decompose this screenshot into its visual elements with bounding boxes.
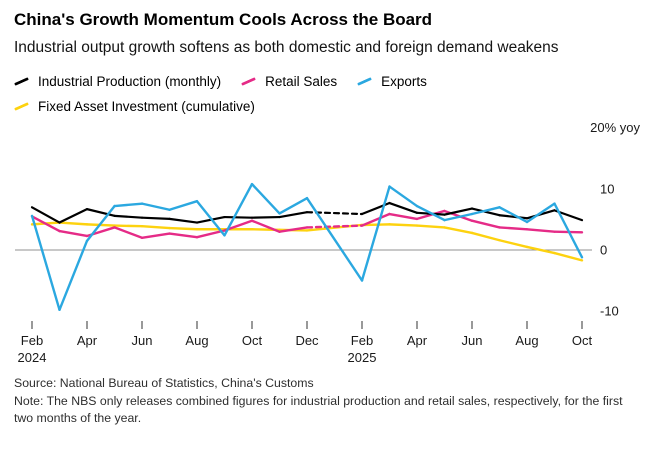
series-line-3	[168, 226, 199, 231]
series-line-1	[30, 215, 61, 233]
series-line-2	[195, 199, 226, 237]
legend-label: Fixed Asset Investment (cumulative)	[38, 98, 255, 114]
series-line-2	[58, 239, 89, 311]
series-line-1	[195, 229, 226, 239]
series-line-3	[388, 223, 419, 227]
series-line-1	[278, 226, 309, 233]
series-line-2	[113, 202, 144, 208]
series-line-1	[388, 212, 419, 221]
y-tick-label: -10	[600, 303, 619, 318]
series-line-0	[58, 207, 89, 224]
series-line-1	[140, 232, 171, 239]
source-text: Source: National Bureau of Statistics, C…	[14, 375, 314, 390]
legend-label: Industrial Production (monthly)	[38, 73, 222, 89]
x-tick-label: Feb	[21, 333, 43, 348]
series-line-3	[553, 251, 584, 262]
y-axis-unit-label: 20% yoy	[590, 120, 640, 135]
series-line-3	[58, 221, 89, 226]
x-tick-label: Apr	[77, 333, 98, 348]
series-line-2	[443, 212, 474, 222]
series-line-0	[113, 214, 144, 219]
chart-subtitle: Industrial output growth softens as both…	[14, 39, 559, 56]
series-line-3	[113, 224, 144, 228]
y-tick-label: 0	[600, 242, 607, 257]
series-line-0	[140, 216, 171, 220]
series-line-1	[305, 224, 364, 229]
series-line-1	[360, 212, 391, 227]
series-line-0	[498, 214, 529, 220]
series-line-0	[30, 206, 61, 224]
series-line-2	[30, 214, 61, 311]
x-tick-year-label: 2025	[348, 350, 377, 365]
series-line-0	[85, 207, 116, 217]
series-line-3	[140, 224, 171, 230]
series-line-1	[415, 209, 446, 221]
series-line-1	[470, 219, 501, 229]
series-line-1	[525, 227, 556, 233]
series-line-2	[415, 204, 446, 222]
series-line-3	[415, 224, 446, 229]
series-line-2	[223, 182, 254, 237]
legend-item-industrial-production: Industrial Production (monthly)	[14, 74, 221, 89]
series-line-0	[250, 215, 281, 219]
legend-item-exports: Exports	[357, 74, 427, 89]
series-line-2	[360, 185, 391, 282]
x-tick-label: Oct	[572, 333, 593, 348]
series-line-0	[388, 201, 419, 214]
legend-label: Exports	[381, 73, 427, 89]
series-line-1	[498, 226, 529, 231]
legend-label: Retail Sales	[265, 73, 338, 89]
chart-title: China's Growth Momentum Cools Across the…	[14, 10, 433, 29]
line-chart: 20% yoy 10 0 -10 Feb 2024 Apr Jun Aug Oct Dec Feb 20…	[14, 116, 641, 373]
series-line-1	[168, 232, 199, 239]
y-tick-label: 10	[600, 181, 614, 196]
x-tick-label: Aug	[185, 333, 208, 348]
series-line-0	[223, 215, 254, 219]
x-tick-label: Apr	[407, 333, 428, 348]
x-tick-label: Dec	[295, 333, 319, 348]
line-swatch-icon	[357, 77, 373, 86]
series-line-3	[525, 245, 556, 255]
series-line-3	[470, 231, 501, 242]
series-line-2	[388, 185, 419, 208]
line-swatch-icon	[14, 102, 29, 111]
series-line-3	[498, 238, 529, 249]
series-line-2	[498, 206, 529, 224]
line-swatch-icon	[14, 77, 29, 86]
x-tick-label: Feb	[351, 333, 373, 348]
x-tick-year-label: 2024	[18, 350, 47, 365]
series-line-1	[58, 229, 89, 238]
line-swatch-icon	[241, 77, 257, 86]
chart-page: China's Growth Momentum Cools Across the…	[14, 10, 641, 427]
series-line-1	[250, 219, 281, 233]
series-line-2	[305, 196, 364, 282]
series-line-2	[140, 202, 171, 211]
series-line-3	[443, 226, 474, 235]
series-line-2	[278, 196, 309, 215]
series-line-0	[168, 217, 199, 224]
series-line-0	[278, 211, 309, 219]
series-line-2	[470, 206, 501, 216]
legend-item-retail-sales: Retail Sales	[241, 74, 337, 89]
series-line-2	[168, 199, 199, 211]
series-line-0	[443, 207, 474, 216]
series-line-1	[113, 226, 144, 239]
series-line-2	[250, 182, 281, 215]
series-line-2	[553, 202, 584, 259]
x-tick-label: Jun	[462, 333, 483, 348]
series-line-2	[85, 204, 116, 242]
series-line-2	[525, 202, 556, 224]
x-tick-label: Jun	[132, 333, 153, 348]
legend-item-fixed-asset-investment: Fixed Asset Investment (cumulative)	[14, 99, 255, 114]
x-tick-label: Aug	[515, 333, 538, 348]
legend: Industrial Production (monthly) Retail S…	[14, 74, 594, 114]
chart-canvas: 20% yoy 10 0 -10 Feb 2024 Apr Jun Aug Oct Dec Feb 20…	[15, 120, 640, 365]
chart-footer: Source: National Bureau of Statistics, C…	[14, 375, 641, 427]
x-tick-label: Oct	[242, 333, 263, 348]
note-text: Note: The NBS only releases combined fig…	[14, 393, 623, 425]
series-line-0	[525, 209, 556, 220]
